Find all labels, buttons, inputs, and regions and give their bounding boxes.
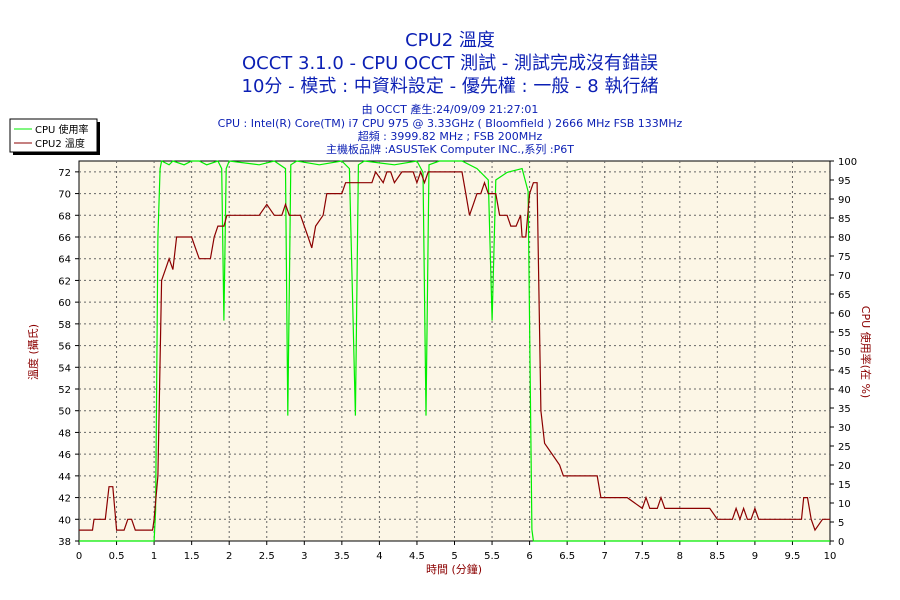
legend-label-temp: CPU2 溫度 [35, 137, 85, 150]
x-tick-label: 4.5 [409, 551, 425, 562]
x-axis-ticks: 0 0.5 1 1.5 2 2.5 3 3.5 4 4.5 5 5.5 6 6.5 7 7.5 8 8.5 9 9.5… [76, 541, 837, 562]
y2-tick-label: 10 [838, 499, 851, 510]
x-tick-label: 6 [526, 551, 532, 562]
y2-tick-label: 90 [838, 195, 851, 206]
y2-tick-label: 0 [838, 537, 844, 548]
series-line-temp [79, 170, 830, 532]
x-tick-label: 5.5 [484, 551, 500, 562]
y-tick-label: 66 [58, 233, 71, 244]
y2-tick-label: 75 [838, 252, 851, 263]
x-tick-label: 3.5 [334, 551, 350, 562]
y2-tick-label: 45 [838, 366, 851, 377]
x-tick-label: 0 [76, 551, 82, 562]
x-tick-label: 10 [824, 551, 837, 562]
x-axis-title: 時間 (分鐘) [426, 562, 482, 576]
x-tick-label: 8 [677, 551, 683, 562]
y-tick-label: 42 [58, 494, 71, 505]
legend-box [9, 118, 98, 153]
y-tick-label: 58 [58, 320, 71, 331]
info-line2: CPU : Intel(R) Core(TM) i7 CPU 975 @ 3.3… [218, 117, 683, 130]
x-tick-label: 9.5 [784, 551, 800, 562]
x-tick-label: 4 [376, 551, 382, 562]
x-tick-label: 2.5 [259, 551, 275, 562]
y2-tick-label: 55 [838, 328, 851, 339]
x-tick-label: 1.5 [184, 551, 200, 562]
series-layer [79, 160, 830, 542]
y2-tick-label: 35 [838, 404, 851, 415]
y2-tick-label: 60 [838, 309, 851, 320]
x-tick-label: 6.5 [559, 551, 575, 562]
y-tick-label: 50 [58, 407, 71, 418]
y-tick-label: 52 [58, 385, 71, 396]
y-tick-label: 48 [58, 428, 71, 439]
y2-tick-label: 30 [838, 423, 851, 434]
y-tick-label: 72 [58, 168, 71, 179]
y2-tick-label: 50 [838, 347, 851, 358]
x-tick-label: 2 [226, 551, 232, 562]
info-line4: 主機板品牌 :ASUSTeK Computer INC.,系列 :P6T [326, 142, 574, 156]
y-tick-label: 46 [58, 450, 71, 461]
x-tick-label: 7.5 [634, 551, 650, 562]
x-tick-label: 8.5 [709, 551, 725, 562]
y-tick-label: 68 [58, 211, 71, 222]
y2-tick-label: 70 [838, 271, 851, 282]
y-tick-label: 40 [58, 515, 71, 526]
y-tick-label: 38 [58, 537, 71, 548]
y-tick-label: 62 [58, 276, 71, 287]
x-tick-label: 9 [752, 551, 758, 562]
x-tick-label: 1 [151, 551, 157, 562]
y-tick-label: 70 [58, 190, 71, 201]
y-axis-ticks: 38 40 42 44 46 48 50 52 54 56 58 60 62 64 66 68 70 72 [58, 168, 79, 548]
y2-tick-label: 100 [838, 157, 857, 168]
info-line1: 由 OCCT 產生:24/09/09 21:27:01 [362, 102, 539, 116]
y-tick-label: 44 [58, 472, 71, 483]
y2-tick-label: 5 [838, 518, 844, 529]
y2-tick-label: 95 [838, 176, 851, 187]
y2-tick-label: 80 [838, 233, 851, 244]
chart-title-line2: OCCT 3.1.0 - CPU OCCT 測試 - 測試完成沒有錯誤 [242, 53, 658, 74]
x-tick-label: 3 [301, 551, 307, 562]
y2-tick-label: 85 [838, 214, 851, 225]
y2-axis-ticks: 0 5 10 15 20 25 30 35 40 45 50 55 60 65 70 75 80 85 90 95 10… [830, 157, 857, 548]
y2-tick-label: 20 [838, 461, 851, 472]
x-tick-label: 0.5 [109, 551, 125, 562]
legend-label-usage: CPU 使用率 [35, 123, 89, 136]
legend: CPU 使用率 CPU2 溫度 [9, 118, 100, 155]
y-tick-label: 54 [58, 363, 71, 374]
y2-tick-label: 25 [838, 442, 851, 453]
grid [79, 161, 830, 541]
series-line-usage [79, 160, 830, 542]
y2-axis-title: CPU 使用率(在 %) [859, 306, 873, 398]
y-tick-label: 56 [58, 342, 71, 353]
y2-tick-label: 40 [838, 385, 851, 396]
chart-title-line3: 10分 - 模式 : 中資料設定 - 優先權 : 一般 - 8 執行緒 [242, 76, 659, 97]
y-tick-label: 64 [58, 255, 71, 266]
y2-tick-label: 65 [838, 290, 851, 301]
chart-title-line1: CPU2 溫度 [405, 30, 495, 51]
x-tick-label: 5 [451, 551, 457, 562]
y-axis-title: 溫度 (攝氏) [26, 324, 40, 380]
info-line3: 超頻 : 3999.82 MHz ; FSB 200MHz [358, 129, 543, 143]
y2-tick-label: 15 [838, 480, 851, 491]
y-tick-label: 60 [58, 298, 71, 309]
x-tick-label: 7 [602, 551, 608, 562]
